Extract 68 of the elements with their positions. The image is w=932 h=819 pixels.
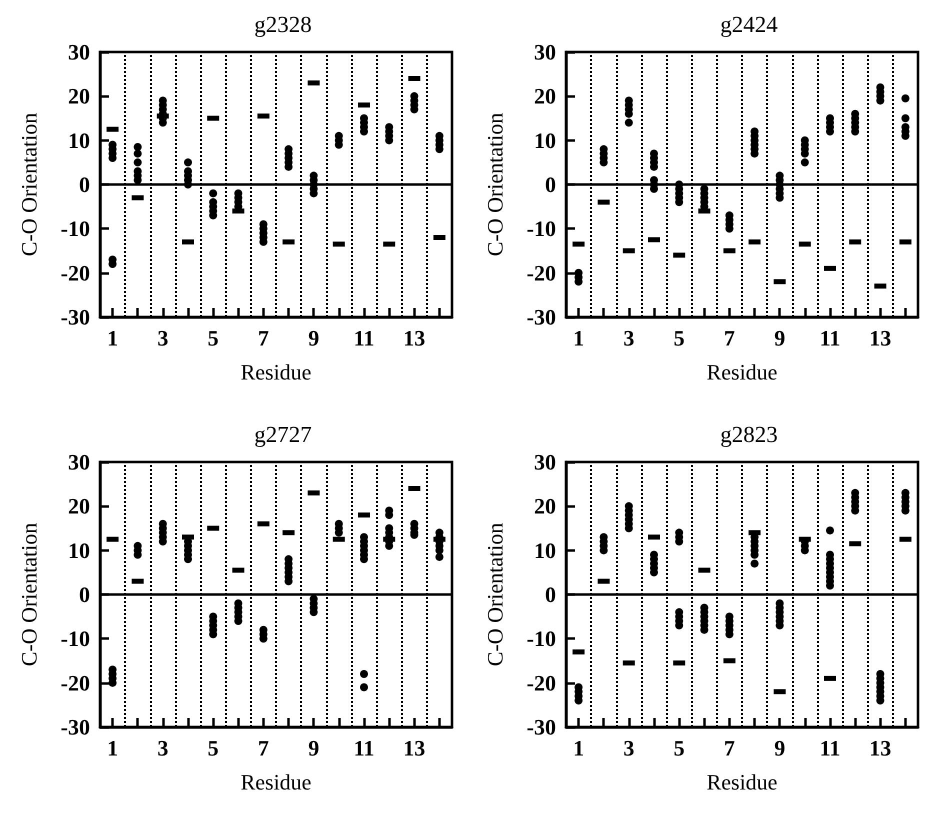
y-tick-label: 0: [545, 582, 556, 607]
y-tick-label: 30: [68, 450, 90, 474]
x-tick-label: 13: [869, 326, 892, 350]
x-axis-title: Residue: [240, 770, 312, 794]
x-tick-label: 3: [157, 736, 168, 760]
y-tick-label: 10: [534, 128, 556, 153]
y-tick-label: 10: [534, 538, 556, 563]
y-axis-title: C-O Orientation: [16, 522, 42, 666]
y-axis-title: C-O Orientation: [16, 112, 42, 256]
y-tick-label: -30: [60, 304, 90, 330]
y-tick-label: -10: [60, 626, 90, 652]
x-tick-label: 9: [774, 736, 786, 760]
y-tick-label: 30: [534, 450, 556, 474]
y-tick-label: -10: [526, 626, 556, 652]
x-tick-label: 1: [573, 326, 584, 350]
y-tick-label: -20: [526, 260, 556, 286]
y-tick-label: -10: [60, 216, 90, 242]
y-tick-label: 10: [68, 538, 90, 563]
x-tick-label: 9: [308, 736, 320, 760]
x-tick-label: 7: [258, 326, 269, 350]
x-tick-label: 3: [623, 326, 634, 350]
x-tick-label: 11: [820, 736, 840, 760]
y-axis-title: C-O Orientation: [482, 112, 508, 256]
x-tick-label: 5: [208, 736, 219, 760]
y-tick-label: 20: [68, 84, 90, 109]
x-axis-title: Residue: [706, 770, 778, 794]
y-tick-label: -20: [60, 670, 90, 696]
y-axis-title: C-O Orientation: [482, 522, 508, 666]
x-axis-title: Residue: [706, 360, 778, 384]
x-tick-label: 11: [820, 326, 840, 350]
chart-title: g2823: [720, 422, 778, 447]
y-tick-label: -20: [60, 260, 90, 286]
y-tick-label: 20: [534, 84, 556, 109]
y-tick-label: -30: [526, 714, 556, 740]
x-tick-label: 1: [107, 326, 118, 350]
x-tick-label: 7: [724, 326, 735, 350]
x-tick-label: 13: [403, 326, 426, 350]
y-tick-label: 20: [68, 494, 90, 519]
y-tick-label: 0: [79, 172, 90, 197]
y-tick-label: -30: [60, 714, 90, 740]
x-axis-title: Residue: [240, 360, 312, 384]
x-tick-label: 13: [403, 736, 426, 760]
y-tick-label: -30: [526, 304, 556, 330]
x-tick-label: 5: [674, 326, 685, 350]
x-tick-label: 5: [208, 326, 219, 350]
x-tick-label: 13: [869, 736, 892, 760]
chart-title: g2328: [254, 12, 312, 37]
y-tick-label: -10: [526, 216, 556, 242]
y-tick-label: -20: [526, 670, 556, 696]
chart-title: g2727: [254, 422, 312, 447]
x-tick-label: 7: [724, 736, 735, 760]
y-tick-label: 30: [534, 40, 556, 64]
x-tick-label: 11: [354, 736, 374, 760]
x-tick-label: 5: [674, 736, 685, 760]
x-tick-label: 1: [573, 736, 584, 760]
x-tick-label: 11: [354, 326, 374, 350]
y-tick-label: 20: [534, 494, 556, 519]
y-tick-label: 0: [545, 172, 556, 197]
chart-title: g2424: [720, 12, 778, 37]
x-tick-label: 9: [774, 326, 786, 350]
x-tick-label: 1: [107, 736, 118, 760]
y-tick-label: 10: [68, 128, 90, 153]
y-tick-label: 30: [68, 40, 90, 64]
x-tick-label: 3: [623, 736, 634, 760]
x-tick-label: 9: [308, 326, 320, 350]
x-tick-label: 7: [258, 736, 269, 760]
y-tick-label: 0: [79, 582, 90, 607]
x-tick-label: 3: [157, 326, 168, 350]
